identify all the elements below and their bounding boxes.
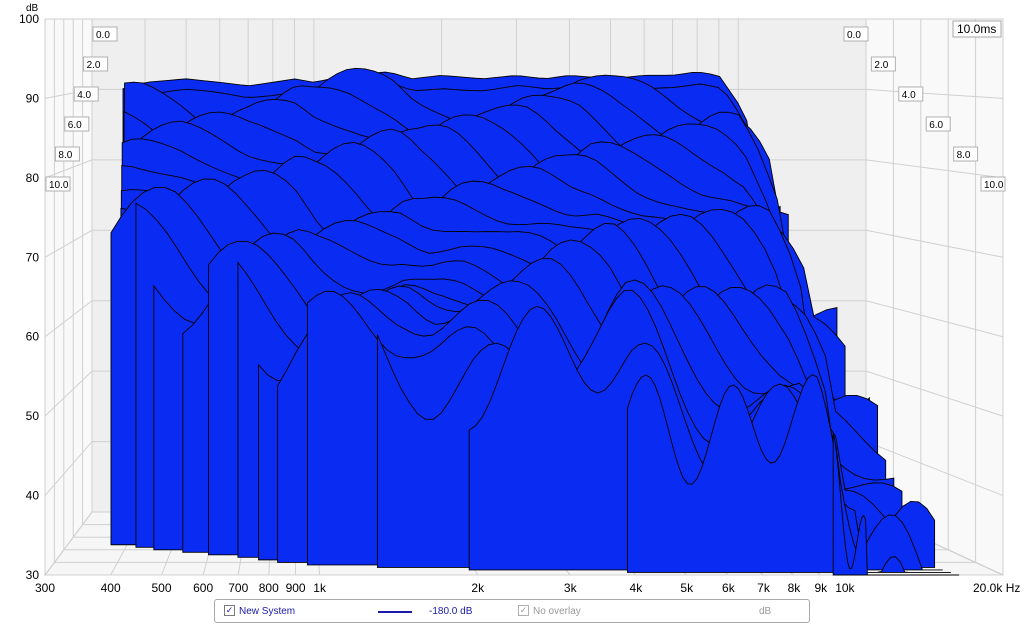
- time-tick-left: 4.0: [77, 90, 91, 101]
- y-tick-label: 40: [26, 489, 40, 503]
- time-label-box: [45, 176, 71, 192]
- time-label-box: [980, 176, 1006, 192]
- time-tick-right: 10.0: [984, 180, 1004, 191]
- legend-bar: ✓ New System -180.0 dB ✓ No overlay dB: [214, 599, 810, 623]
- x-tick-label: 1k: [313, 581, 327, 595]
- y-tick-label: 80: [26, 171, 40, 185]
- x-tick-label: 9k: [815, 581, 829, 595]
- legend-unit: dB: [759, 606, 772, 617]
- time-tick-left: 6.0: [68, 120, 82, 131]
- x-tick-label: 2k: [471, 581, 485, 595]
- x-tick-label: 500: [152, 581, 172, 595]
- x-tick-label: 5k: [680, 581, 694, 595]
- time-tick-right: 8.0: [957, 150, 971, 161]
- overlay-checkbox[interactable]: ✓: [518, 605, 529, 616]
- overlay-label[interactable]: No overlay: [533, 606, 581, 617]
- waterfall-slice: [627, 374, 951, 573]
- chart-axes: 100 90 80 70 60 50 40 30 dB 300 400 500 600 700 800 900…: [19, 3, 1020, 595]
- time-tick-left: 10.0: [49, 180, 69, 191]
- time-label-box: [83, 56, 109, 72]
- time-unit-box: [952, 20, 1002, 38]
- x-tick-label: 400: [101, 581, 121, 595]
- x-tick-label: 6k: [722, 581, 736, 595]
- time-label-box: [925, 116, 951, 132]
- time-tick-right: 0.0: [847, 30, 861, 41]
- time-label-box: [953, 146, 979, 162]
- x-tick-label: 7k: [757, 581, 771, 595]
- time-tick-right: 2.0: [874, 60, 888, 71]
- y-tick-label: 100: [19, 12, 39, 26]
- y-tick-label: 60: [26, 330, 40, 344]
- legend-line-swatch: [378, 611, 412, 613]
- time-tick-right: 6.0: [929, 120, 943, 131]
- y-unit-label: dB: [26, 3, 39, 14]
- legend-series-label[interactable]: New System: [239, 606, 296, 617]
- time-label-box: [92, 26, 118, 42]
- time-label-box: [73, 86, 99, 102]
- x-tick-label: 600: [193, 581, 213, 595]
- x-tick-label: 900: [286, 581, 306, 595]
- time-tick-left: 8.0: [58, 150, 72, 161]
- x-tick-label: 8k: [788, 581, 802, 595]
- chart-slices: [110, 67, 960, 576]
- x-tick-label: 3k: [564, 581, 578, 595]
- time-tick-left: 0.0: [96, 30, 110, 41]
- y-tick-label: 30: [26, 568, 40, 582]
- waterfall-slice: [832, 432, 960, 576]
- x-tick-label: 300: [35, 581, 55, 595]
- time-tick-right: 4.0: [902, 90, 916, 101]
- legend-line-value: -180.0 dB: [429, 606, 473, 617]
- x-tick-label: 10k: [835, 581, 855, 595]
- time-label-box: [64, 116, 90, 132]
- time-label-box: [843, 26, 869, 42]
- time-tick-left: 2.0: [87, 60, 101, 71]
- y-tick-label: 50: [26, 409, 40, 423]
- y-tick-label: 90: [26, 91, 40, 105]
- x-tick-label: 800: [259, 581, 279, 595]
- left-wall: [44, 18, 93, 577]
- x-tick-label: 20.0k Hz: [973, 581, 1020, 595]
- x-tick-label: 4k: [630, 581, 644, 595]
- time-label-box: [898, 86, 924, 102]
- series-visibility-checkbox[interactable]: ✓: [224, 605, 235, 616]
- time-label-box: [870, 56, 896, 72]
- x-tick-label: 700: [228, 581, 248, 595]
- time-label-box: [54, 146, 80, 162]
- time-unit-label: 10.0ms: [957, 22, 996, 36]
- waterfall-chart: 100 90 80 70 60 50 40 30 dB 300 400 500 600 700 800 900…: [19, 3, 1020, 595]
- grid-line-time: [44, 19, 1004, 576]
- y-tick-label: 70: [26, 250, 40, 264]
